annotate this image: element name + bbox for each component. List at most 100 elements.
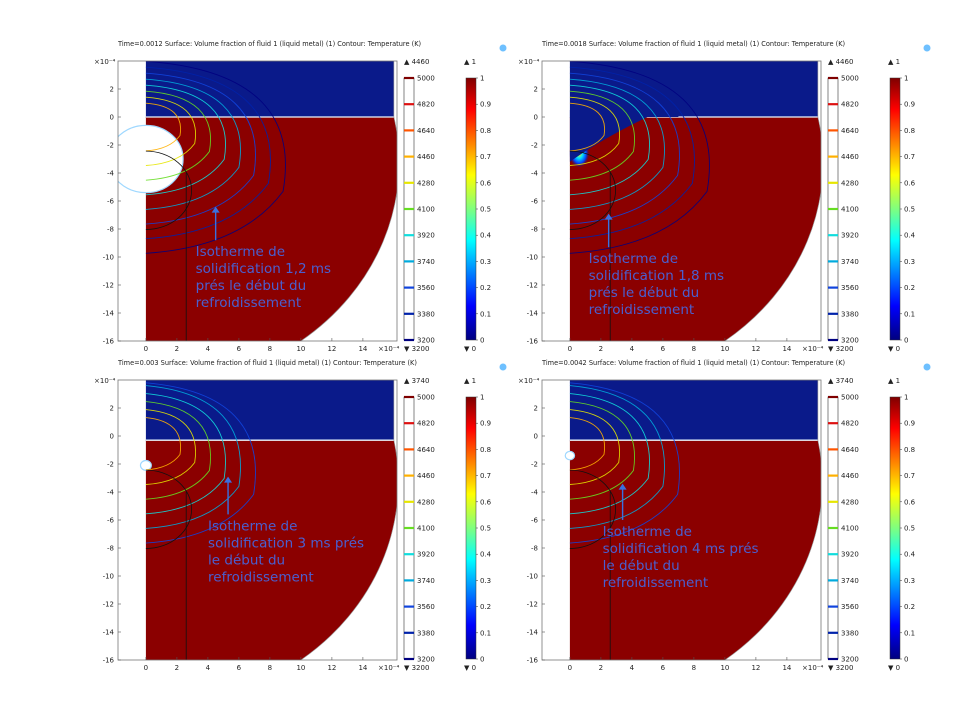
plot-area xyxy=(569,61,821,341)
gas-bubble xyxy=(139,459,152,471)
surface-legend-label: 0.4 xyxy=(904,232,916,240)
x-exponent-label: ×10⁻⁴ xyxy=(802,345,823,353)
y-tick-label: -8 xyxy=(531,545,538,553)
panel-4: 0 2 4 6 8 10 12 1420-2-4-6-8-10-12-14-16×10⁻⁴×1… xyxy=(518,359,931,672)
surface-legend-label: 0 xyxy=(480,656,484,664)
surface-legend-label: 0.7 xyxy=(904,153,915,161)
y-tick-label: -6 xyxy=(531,198,539,206)
x-tick-label: 8 xyxy=(268,664,272,672)
surface-legend-label: 0.8 xyxy=(480,127,491,135)
y-tick-label: -4 xyxy=(531,170,539,178)
contour-min-label: ▼ 3200 xyxy=(828,664,853,672)
surface-legend-label: 0.4 xyxy=(480,232,492,240)
surface-legend-label: 0.8 xyxy=(480,446,491,454)
contour-legend-label: 3380 xyxy=(841,310,859,318)
x-tick-label: 6 xyxy=(237,345,242,353)
contour-legend-label: 3560 xyxy=(841,603,859,611)
y-tick-label: -14 xyxy=(527,310,539,318)
annotation-line: le début du xyxy=(208,552,285,568)
temperature-contour xyxy=(145,382,256,544)
x-exponent-label: ×10⁻⁴ xyxy=(378,664,399,672)
temperature-contour xyxy=(569,61,710,254)
x-tick-label: 14 xyxy=(782,664,791,672)
surface-min-label: ▼ 0 xyxy=(464,345,476,353)
temperature-contour xyxy=(569,393,650,515)
surface-max-label: ▲ 1 xyxy=(888,58,900,66)
temperature-contour xyxy=(145,417,182,471)
x-tick-label: 6 xyxy=(661,664,666,672)
contour-legend-label: 4460 xyxy=(417,153,435,161)
temperature-contour xyxy=(569,78,665,210)
app-logo-icon xyxy=(923,44,931,52)
contour-legend-label: 4820 xyxy=(841,420,859,428)
surface-legend-label: 0.9 xyxy=(480,420,491,428)
y-tick-label: -12 xyxy=(527,282,538,290)
surface-legend-label: 1 xyxy=(480,394,484,402)
temperature-contour xyxy=(145,409,197,485)
gas-depression xyxy=(569,110,679,162)
y-tick-label: -4 xyxy=(531,489,539,497)
temperature-contour xyxy=(569,84,650,196)
surface-legend-label: 0.9 xyxy=(480,101,491,109)
surface-legend-label: 1 xyxy=(904,394,908,402)
x-tick-label: 8 xyxy=(692,664,696,672)
contour-legend-label: 4820 xyxy=(841,101,859,109)
plot-area xyxy=(139,380,397,660)
contour-legend-label: 3200 xyxy=(841,337,859,345)
x-tick-label: 10 xyxy=(720,345,729,353)
contour-legend-label: 3920 xyxy=(417,551,435,559)
surface-legend-label: 0.9 xyxy=(904,101,915,109)
surface-max-label: ▲ 1 xyxy=(464,58,476,66)
contour-min-label: ▼ 3200 xyxy=(404,345,429,353)
surface-legend-label: 0.1 xyxy=(480,310,491,318)
contour-legend-label: 3920 xyxy=(841,551,859,559)
x-tick-label: 10 xyxy=(720,664,729,672)
app-logo-icon xyxy=(499,44,507,52)
x-tick-label: 6 xyxy=(237,664,242,672)
metal-region xyxy=(569,440,821,660)
domain-outline xyxy=(724,380,821,660)
surface-max-label: ▲ 1 xyxy=(464,377,476,385)
temperature-contour xyxy=(145,393,226,515)
contour-legend-label: 5000 xyxy=(417,75,435,83)
contour-max-label: ▲ 3740 xyxy=(828,377,853,385)
temperature-contour xyxy=(145,84,226,196)
annotation-line: le début du xyxy=(603,558,680,574)
contour-legend-label: 3740 xyxy=(841,577,859,585)
annotation-line: solidification 4 ms prés xyxy=(603,541,759,557)
x-tick-label: 4 xyxy=(630,345,635,353)
surface-legend-label: 0 xyxy=(904,337,908,345)
contour-legend-label: 3200 xyxy=(841,656,859,664)
x-tick-label: 14 xyxy=(358,664,367,672)
contour-legend-label: 3920 xyxy=(417,232,435,240)
solidification-isotherm xyxy=(145,469,192,549)
contour-legend-label: 3740 xyxy=(417,258,435,266)
contour-legend-label: 4820 xyxy=(417,101,435,109)
contour-legend-label: 4280 xyxy=(417,179,435,187)
y-tick-label: -12 xyxy=(527,601,538,609)
surface-legend-label: 0.5 xyxy=(480,525,491,533)
y-exponent-label: ×10⁻⁴ xyxy=(518,58,539,66)
contour-legend-label: 5000 xyxy=(841,75,859,83)
surface-colorbar xyxy=(465,77,477,341)
surface-legend-label: 0.2 xyxy=(904,603,915,611)
x-tick-label: 0 xyxy=(568,345,572,353)
temperature-contour xyxy=(145,96,197,166)
temperature-contour xyxy=(569,409,621,485)
y-tick-label: -6 xyxy=(107,517,115,525)
y-tick-label: -14 xyxy=(103,629,115,637)
metal-region xyxy=(569,117,821,341)
contour-max-label: ▲ 3740 xyxy=(404,377,429,385)
temperature-contour xyxy=(145,385,241,529)
y-tick-label: 2 xyxy=(534,405,538,413)
y-tick-label: -10 xyxy=(527,254,538,262)
panel-title: Time=0.0012 Surface: Volume fraction of … xyxy=(117,40,421,48)
surface-min-label: ▼ 0 xyxy=(888,345,900,353)
x-tick-label: 0 xyxy=(568,664,572,672)
surface-legend-label: 1 xyxy=(480,75,484,83)
x-tick-label: 2 xyxy=(599,664,603,672)
contour-legend-label: 3380 xyxy=(417,310,435,318)
annotation-line: prés le début du xyxy=(196,278,307,294)
x-tick-label: 8 xyxy=(692,345,696,353)
